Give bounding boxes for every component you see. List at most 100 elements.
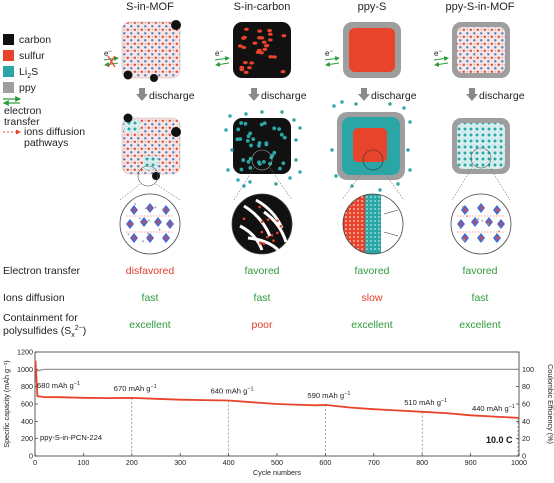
sulfur-grain [349,248,351,250]
discharge-steps: discharge discharge discharge discharge [136,88,525,102]
li2s-dot [340,100,344,104]
li2s-grain [366,224,368,226]
sulfur-grain [349,236,351,238]
sulfur-grain [353,236,355,238]
sulfur-atom [499,222,503,226]
li2s-dot [246,134,251,139]
li2s-grain [366,204,368,206]
cell-ppy-s-containment: excellent [351,319,393,331]
polysulfide-dot [279,224,283,228]
li2s-dot [261,159,266,164]
sulfur-grain [353,224,355,226]
li2s-grain [366,236,368,238]
sulfur-dot [258,36,263,40]
li2s-dot [278,166,282,171]
li2s-dot [277,127,282,131]
title-s-in-mof: S-in-MOF [126,1,174,13]
ppy-s-in-mof-discharged [452,118,510,174]
li2s-grain [378,236,380,238]
cell-ppy-s-in-mof-electron: favored [462,265,497,277]
column-titles: S-in-MOF S-in-carbon ppy-S ppy-S-in-MOF [126,1,515,13]
li2s-dot [330,148,334,152]
li2s-grain [378,248,380,250]
li2s-grain [374,228,376,230]
sulfur-grain [357,244,359,246]
linker-atom [146,232,149,235]
sulfur-dot [267,38,273,42]
legend-electron-transfer-2: transfer [4,116,40,128]
sulfur-grain [345,240,347,242]
legend-sulfur-swatch [3,50,14,61]
li2s-dot [288,176,292,180]
linker-atom [138,217,141,220]
linker-atom [461,205,464,208]
legend-carbon-label: carbon [19,34,51,46]
ppy-s-discharged [337,112,405,180]
capacity-annotation: 440 mAh g−1 [472,404,515,413]
linker-atom [134,203,137,205]
electron-markers: e− e− e− e− [103,49,449,68]
sulfur-atom [463,236,467,240]
linker-atom [461,238,464,241]
sulfur-grain [357,228,359,230]
electron-arrow [434,61,449,67]
li2s-grain [374,216,376,218]
li2s-grain [366,228,368,230]
cell-s-in-carbon-containment: poor [251,319,273,331]
electron-arrow [215,61,230,67]
y-tick-label-left: 600 [21,400,33,409]
electron-arrow [103,56,119,62]
series-specific-capacity [34,360,520,419]
sulfur-dot [281,34,287,38]
li2s-grain [366,244,368,246]
li2s-grain [374,204,376,206]
y-axis-right-title: Coulombic Efficiency (%) [546,364,554,444]
li2s-dot [272,150,277,155]
scattered-li2s [224,100,412,192]
x-tick-label: 700 [368,458,380,467]
polysulfide-dot [262,242,266,245]
discharge-arrow-icon [136,88,148,101]
li2s-grain [370,224,372,226]
li2s-dot [332,104,336,108]
discharge-label: discharge [261,90,307,102]
li2s-grain [378,244,380,246]
s-in-mof-particle [121,20,181,82]
sulfur-dot [249,61,255,65]
cell-s-in-carbon-electron: favored [244,265,279,277]
li2s-grain [366,216,368,218]
sulfur-grain [357,208,359,210]
sulfur-dot [239,68,245,72]
li2s-grain [366,200,368,202]
li2s-dot [239,121,243,125]
sulfur-grain [353,232,355,234]
li2s-dot [260,110,264,114]
capacity-annotation: 680 mAh g−1 [37,381,80,390]
li2s-grain [378,196,380,198]
li2s-dot [228,114,232,118]
li2s-dot [257,161,262,166]
cell-s-in-mof-containment: excellent [129,319,171,331]
polysulfide-dot [266,218,270,221]
li2s-dot [236,178,240,182]
li2s-dot [396,182,400,186]
legend-li2s-label: Li2S [19,66,38,80]
li2s-grain [366,240,368,242]
title-ppy-s-in-mof: ppy-S-in-MOF [445,1,514,13]
polysulfide-dot [266,235,269,239]
sulfur-grain [353,212,355,214]
linker-atom [154,206,157,209]
discharge-label: discharge [371,90,417,102]
sulfur-dot [280,70,286,74]
li2s-grain [378,204,380,206]
capacity-annotation: 670 mAh g−1 [114,384,157,393]
sulfur-dot [241,45,247,50]
li2s-dot [262,121,267,126]
sulfur-atom [132,236,136,240]
sulfur-atom [128,222,132,226]
sulfur-grain [361,236,363,238]
li2s-dot [378,188,382,192]
sulfur-grain [353,216,355,218]
li2s-grain [370,248,372,250]
sulfur-grain [357,236,359,238]
